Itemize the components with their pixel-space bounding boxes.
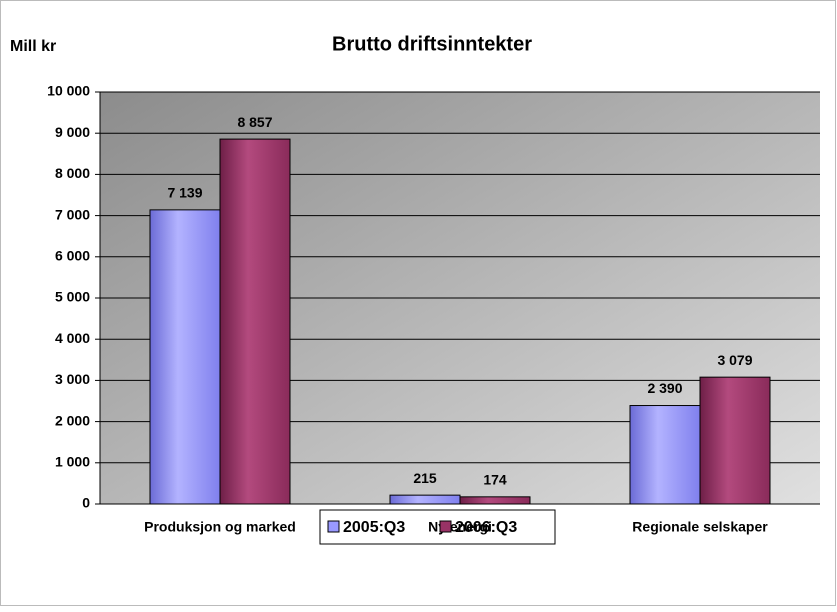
y-tick-label: 10 000 (47, 83, 90, 99)
value-label: 2 390 (647, 380, 682, 396)
chart-title: Brutto driftsinntekter (332, 33, 532, 55)
value-label: 215 (413, 470, 437, 486)
legend-box (319, 509, 556, 545)
y-tick-label: 4 000 (55, 330, 90, 346)
x-tick-label: Regionale selskaper (632, 519, 768, 535)
value-label: 174 (483, 472, 507, 488)
y-axis-label: Mill kr (10, 38, 56, 55)
y-tick-label: 6 000 (55, 248, 90, 264)
x-tick-label: Produksjon og marked (144, 519, 296, 535)
y-tick-label: 7 000 (55, 206, 90, 222)
y-tick-label: 1 000 (55, 454, 90, 470)
y-tick-label: 8 000 (55, 165, 90, 181)
bar (699, 376, 771, 505)
legend-swatch (327, 520, 340, 533)
y-tick-label: 9 000 (55, 124, 90, 140)
y-tick-label: 2 000 (55, 412, 90, 428)
y-tick-label: 0 (82, 495, 90, 511)
legend-label: 2006:Q3 (455, 519, 517, 536)
y-tick-label: 5 000 (55, 289, 90, 305)
value-label: 8 857 (237, 114, 272, 130)
bar (389, 494, 461, 505)
bar (629, 405, 701, 505)
legend-label: 2005:Q3 (343, 519, 405, 536)
value-label: 3 079 (717, 352, 752, 368)
legend-swatch (439, 520, 452, 533)
y-tick-label: 3 000 (55, 371, 90, 387)
bar (149, 209, 221, 505)
value-label: 7 139 (167, 185, 202, 201)
bar (219, 138, 291, 505)
bar (459, 496, 531, 505)
